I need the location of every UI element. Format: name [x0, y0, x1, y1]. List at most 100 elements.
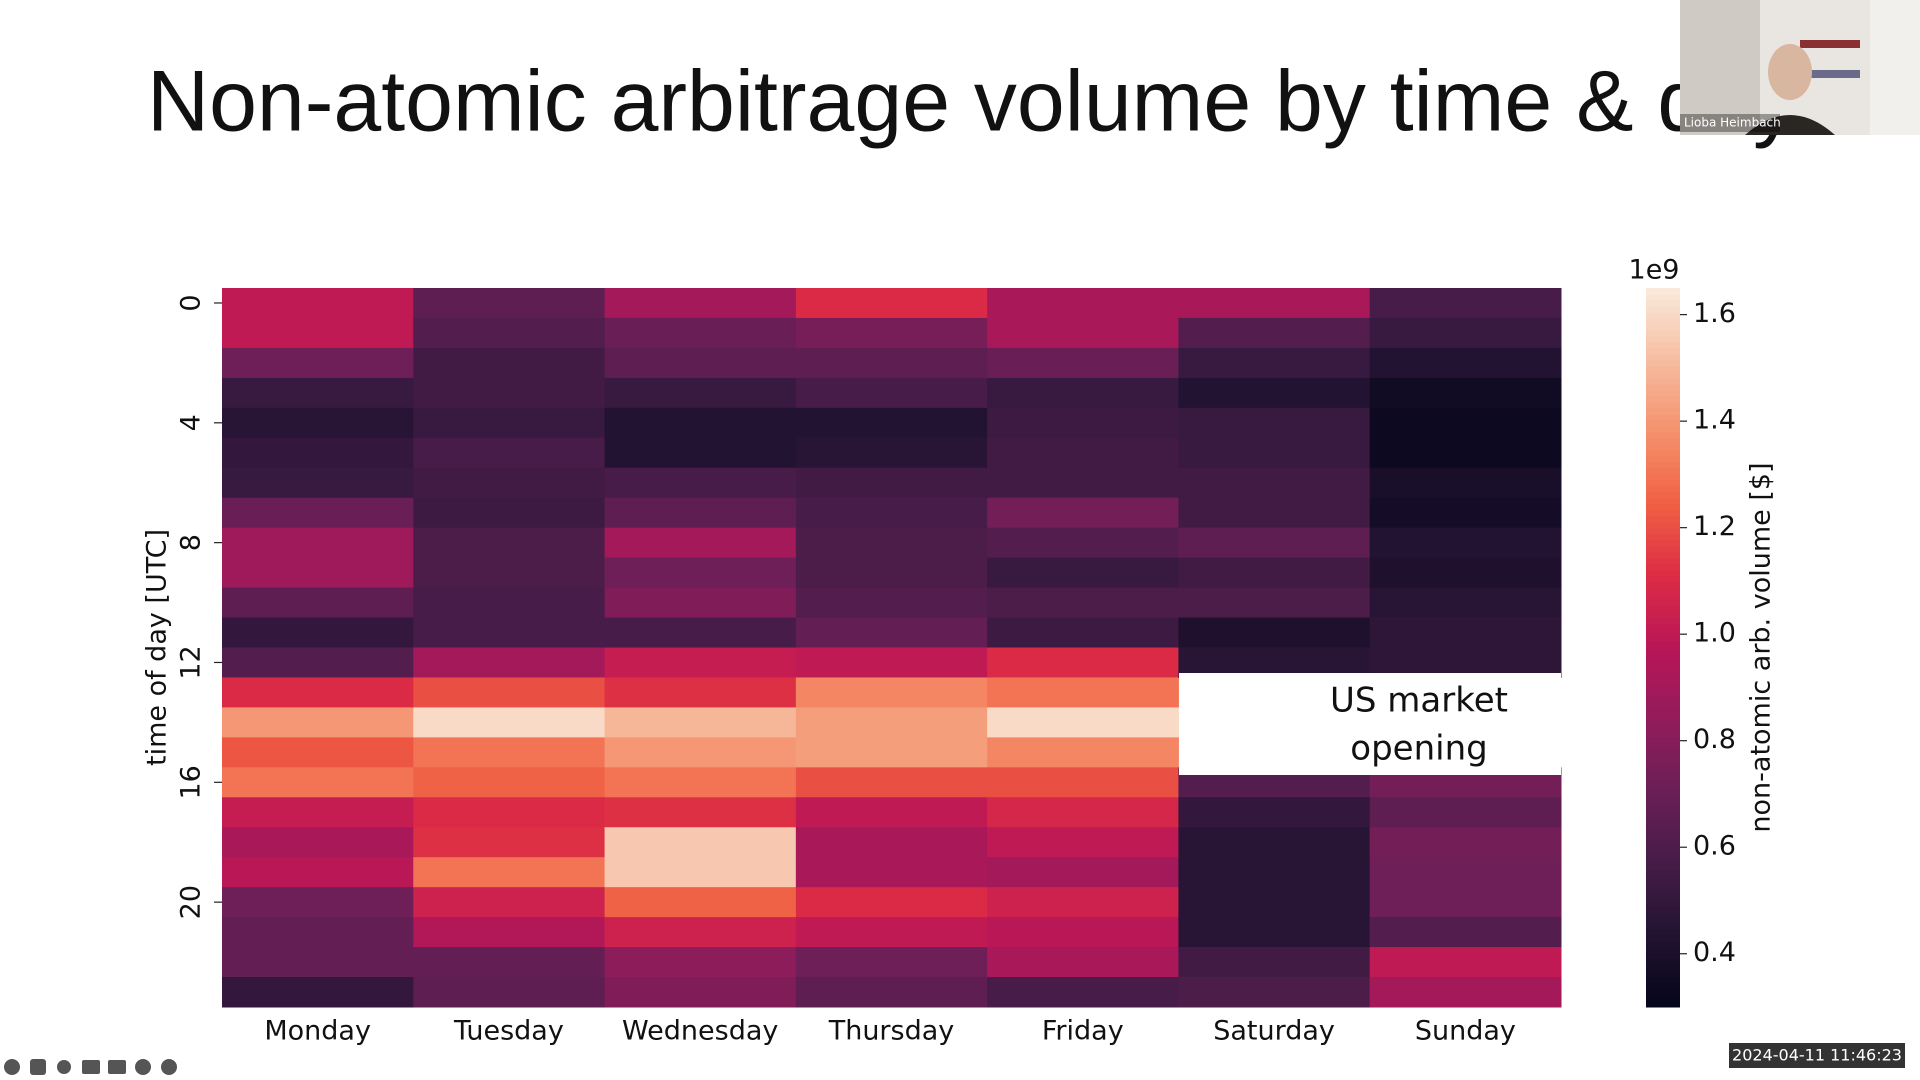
colorbar-tick-label: 1.4 — [1693, 405, 1736, 436]
colorbar-segment — [1646, 407, 1680, 415]
heatmap-cell — [222, 857, 414, 888]
heatmap-cell — [222, 677, 414, 708]
name-bg — [1680, 114, 1780, 132]
heatmap-cell — [1369, 437, 1562, 469]
timestamp: 2024-04-11 11:46:23 — [1732, 1046, 1902, 1065]
colorbar-segment — [1646, 713, 1680, 720]
colorbar-segment — [1646, 809, 1680, 816]
pen-button[interactable] — [30, 1059, 46, 1075]
heatmap-cell — [987, 497, 1179, 529]
heatmap-cell — [1178, 887, 1371, 918]
participant-name: Lioba Heimbach — [1684, 116, 1781, 130]
heatmap-cell — [604, 617, 797, 648]
colorbar-segment — [1646, 785, 1680, 792]
back-button[interactable] — [4, 1059, 20, 1075]
colorbar-segment — [1646, 335, 1680, 343]
y-tick-label: 20 — [176, 885, 207, 919]
heatmap-cell — [795, 977, 988, 1008]
more-button[interactable] — [135, 1059, 151, 1075]
timestamp-bg — [1729, 1043, 1905, 1068]
heatmap-cell — [413, 377, 606, 409]
colorbar-segment — [1646, 863, 1680, 870]
colorbar-segment — [1646, 515, 1680, 523]
colorbar-segment — [1646, 563, 1680, 571]
colorbar-segment — [1646, 611, 1680, 619]
colorbar-tick-label: 1.6 — [1693, 298, 1736, 329]
colorbar-segment — [1646, 719, 1680, 726]
toolbar — [4, 1059, 177, 1075]
heatmap-cell — [222, 317, 414, 349]
x-tick-label: Tuesday — [453, 1016, 564, 1047]
colorbar-segment — [1646, 305, 1680, 313]
forward-button[interactable] — [161, 1059, 177, 1075]
heatmap-cell — [987, 857, 1179, 888]
heatmap-cell — [604, 887, 797, 918]
heatmap-cell — [222, 557, 414, 589]
heatmap-cell — [1178, 467, 1371, 499]
heatmap-cell — [795, 587, 988, 619]
heatmap-cell — [604, 707, 797, 738]
heatmap-cell — [604, 437, 797, 469]
heatmap-cell — [222, 407, 414, 439]
heatmap-cell — [987, 827, 1179, 858]
colorbar-segment — [1646, 965, 1680, 972]
heatmap-cell — [1178, 527, 1371, 559]
heatmap-cell — [222, 377, 414, 409]
video-button[interactable] — [108, 1060, 126, 1074]
colorbar-segment — [1646, 587, 1680, 595]
heatmap-cell — [413, 647, 606, 678]
colorbar-segment — [1646, 755, 1680, 762]
x-tick-label: Wednesday — [622, 1016, 778, 1047]
cc-button[interactable] — [82, 1060, 100, 1074]
y-tick-label: 4 — [176, 414, 207, 431]
colorbar-segment — [1646, 659, 1680, 666]
heatmap-cell — [1178, 557, 1371, 589]
colorbar-tick-label: 0.8 — [1693, 724, 1736, 755]
colorbar-segment — [1646, 299, 1680, 307]
colorbar-segment — [1646, 581, 1680, 589]
colorbar-tick-label: 1.2 — [1693, 511, 1736, 542]
x-tick-label: Thursday — [828, 1016, 955, 1047]
colorbar-segment — [1646, 461, 1680, 469]
heatmap-cell — [987, 977, 1179, 1008]
zoom-button[interactable] — [57, 1060, 71, 1074]
heatmap-cell — [413, 347, 606, 379]
y-tick-label: 8 — [176, 534, 207, 551]
heatmap-cell — [987, 707, 1179, 738]
heatmap-cell — [413, 677, 606, 708]
colorbar-segment — [1646, 288, 1680, 295]
colorbar-segment — [1646, 743, 1680, 750]
colorbar-segment — [1646, 857, 1680, 864]
heatmap-cell — [987, 377, 1179, 409]
colorbar-segment — [1646, 725, 1680, 732]
colorbar-segment — [1646, 791, 1680, 798]
heatmap-cell — [987, 407, 1179, 439]
heatmap-cell — [413, 288, 606, 319]
heatmap-cell — [987, 737, 1179, 768]
heatmap-cell — [413, 947, 606, 978]
heatmap-cell — [1178, 497, 1371, 529]
heatmap-cell — [795, 317, 988, 349]
heatmap-cell — [1178, 947, 1371, 978]
colorbar-segment — [1646, 443, 1680, 451]
heatmap-cell — [222, 827, 414, 858]
heatmap-cell — [1369, 797, 1562, 828]
heatmap-cell — [987, 467, 1179, 499]
heatmap-cell — [222, 737, 414, 768]
heatmap-cell — [1369, 917, 1562, 948]
colorbar-segment — [1646, 467, 1680, 475]
video-tile[interactable]: Lioba Heimbach — [1680, 0, 1920, 135]
heatmap-cell — [1369, 317, 1562, 349]
heatmap-cell — [987, 527, 1179, 559]
heatmap-cell — [222, 947, 414, 978]
heatmap-cell — [1369, 497, 1562, 529]
colorbar-segment — [1646, 677, 1680, 684]
colorbar-segment — [1646, 737, 1680, 744]
annotation-box — [1179, 673, 1561, 775]
heatmap-cell — [1178, 857, 1371, 888]
heatmap-cell — [222, 497, 414, 529]
heatmap-cell — [795, 827, 988, 858]
heatmap-cell — [604, 497, 797, 529]
heatmap-cell — [604, 377, 797, 409]
